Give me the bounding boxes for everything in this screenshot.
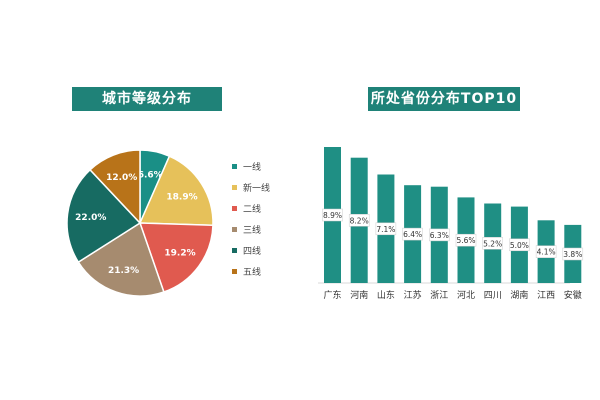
bar-category-label-4: 江苏 [404, 289, 422, 301]
pie-chart-title: 城市等级分布 [72, 87, 222, 111]
pie-slice-label-1: 6.6% [138, 170, 163, 180]
bar-category-label-6: 河北 [457, 289, 475, 301]
legend-item-3: 二线 [232, 198, 270, 219]
bar-value-label-10: 3.8% [563, 250, 582, 259]
bar-value-label-3: 7.1% [376, 225, 395, 234]
bar-value-label-1: 8.9% [323, 211, 342, 220]
bar-value-label-5: 6.3% [430, 231, 449, 240]
legend-label-2: 新一线 [243, 184, 271, 194]
legend-item-2: 新一线 [232, 177, 270, 198]
legend-item-6: 五线 [232, 261, 270, 282]
pie-slice-label-5: 22.0% [75, 213, 106, 223]
bar-category-label-7: 四川 [484, 291, 502, 301]
bar-value-box-4 [402, 227, 423, 241]
bar-category-label-2: 河南 [350, 289, 368, 301]
pie-slice-2 [138, 155, 214, 227]
bar-value-label-9: 4.1% [537, 248, 556, 257]
bar-value-box-9 [535, 245, 557, 258]
bar-value-box-6 [455, 233, 477, 247]
bar-category-label-10: 安徽 [564, 289, 582, 301]
legend-item-4: 三线 [232, 219, 270, 240]
legend-label-1: 一线 [243, 163, 262, 173]
legend-swatch-6 [232, 269, 237, 274]
legend-label-3: 二线 [243, 205, 262, 215]
legend-label-6: 五线 [243, 268, 262, 278]
bar-value-label-8: 5.0% [510, 241, 529, 250]
pie-slice-6 [88, 149, 141, 225]
bar-value-label-4: 6.4% [403, 230, 422, 239]
bar-value-box-5 [429, 228, 450, 242]
bar-category-label-9: 江西 [537, 290, 555, 301]
pie-slice-label-3: 19.2% [164, 248, 195, 258]
legend-swatch-2 [232, 185, 237, 190]
bar-value-box-10 [562, 247, 584, 261]
bar-value-box-2 [348, 214, 370, 227]
bar-value-label-7: 5.2% [483, 239, 502, 248]
bar-chart-title: 所处省份分布TOP10 [368, 87, 520, 111]
pie-slice-4 [77, 221, 165, 297]
bar-category-label-8: 湖南 [510, 289, 528, 301]
bar-value-box-1 [322, 208, 343, 222]
legend-swatch-3 [232, 206, 237, 211]
bar-category-label-1: 广东 [323, 289, 341, 301]
bar-value-box-3 [375, 222, 397, 236]
bar-category-label-5: 浙江 [430, 289, 448, 301]
legend-label-5: 四线 [243, 247, 262, 257]
bar-value-label-6: 5.6% [456, 236, 475, 245]
pie-legend: 一线新一线二线三线四线五线 [232, 156, 270, 282]
pie-slice-label-2: 18.9% [166, 193, 197, 203]
legend-item-5: 四线 [232, 240, 270, 261]
pie-slice-label-4: 21.3% [108, 266, 139, 276]
legend-item-1: 一线 [232, 156, 270, 177]
pie-slice-5 [66, 168, 142, 264]
legend-swatch-1 [232, 164, 237, 169]
bar-value-box-8 [509, 238, 530, 252]
bar-category-label-3: 山东 [377, 289, 395, 301]
legend-swatch-5 [232, 248, 237, 253]
pie-slice-label-6: 12.0% [106, 173, 137, 183]
legend-label-4: 三线 [243, 226, 262, 236]
bar-value-label-2: 8.2% [350, 216, 369, 225]
legend-swatch-4 [232, 227, 237, 232]
bar-value-box-7 [482, 237, 503, 250]
